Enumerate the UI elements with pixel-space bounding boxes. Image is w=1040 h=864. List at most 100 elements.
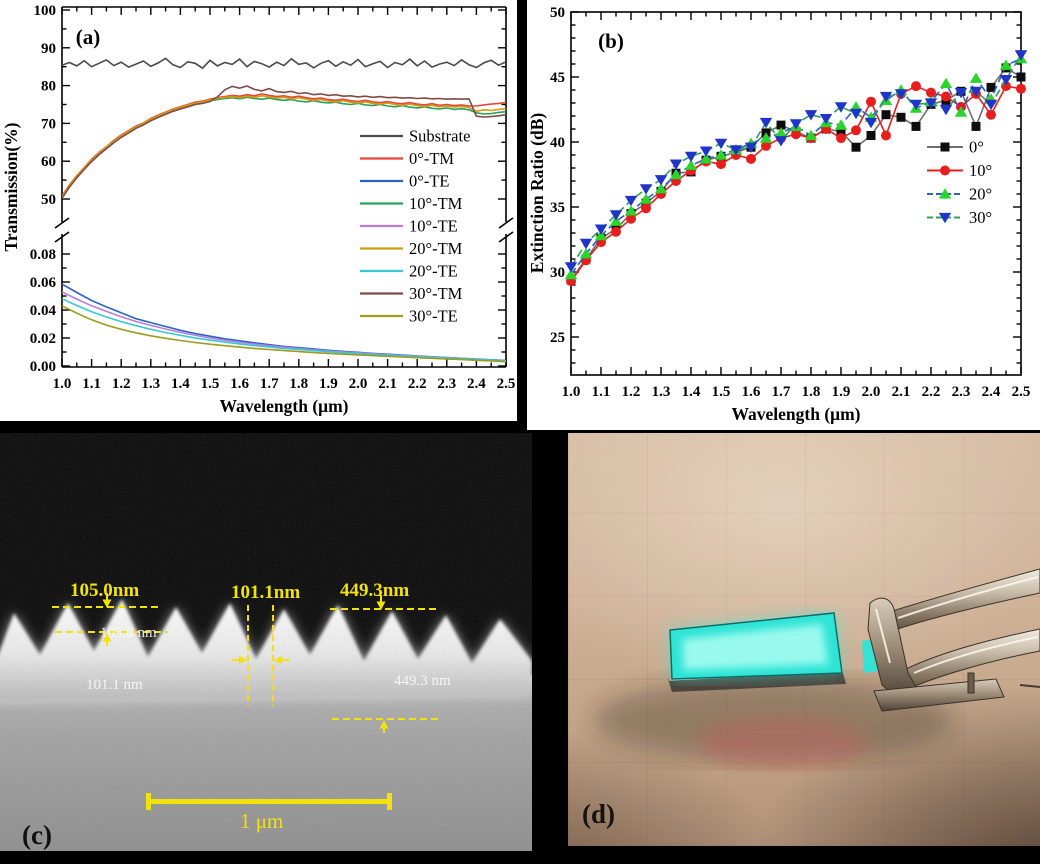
svg-text:2.4: 2.4 xyxy=(467,376,486,392)
series-line-0° xyxy=(570,66,1022,281)
sem-label-101nm: 101.1nm xyxy=(231,582,300,603)
svg-text:2.0: 2.0 xyxy=(862,384,881,400)
series-markers-0° xyxy=(566,63,1026,285)
axes-b: 1.0 1.1 1.2 1.3 1.4 1.5 1.6 1.7 1.8 1.9 2.0 2.1 2.2 2… xyxy=(550,5,1030,400)
sample-red-underglow xyxy=(698,717,868,769)
svg-text:0.02: 0.02 xyxy=(30,331,56,347)
legend-b: 0° 10° 20° 30° xyxy=(927,138,992,227)
sem-measurement-arrowheads xyxy=(102,599,389,729)
svg-text:1.7: 1.7 xyxy=(260,376,279,392)
tweezers-highlights xyxy=(875,576,1039,674)
svg-text:2.1: 2.1 xyxy=(892,384,911,400)
svg-text:30: 30 xyxy=(550,265,565,281)
tweezers xyxy=(867,568,1040,712)
series-markers-10° xyxy=(566,81,1026,287)
sem-white-labels: 105.0 nm 101.1 nm 449.3 nm xyxy=(86,625,451,693)
svg-text:1.6: 1.6 xyxy=(742,384,761,400)
svg-text:0.06: 0.06 xyxy=(30,275,57,291)
series-line-10° xyxy=(570,85,1022,282)
series-line-30° xyxy=(570,54,1022,268)
svg-text:1.5: 1.5 xyxy=(712,384,731,400)
svg-text:50: 50 xyxy=(550,5,565,21)
svg-text:2.0: 2.0 xyxy=(349,376,368,392)
panel-a-label: (a) xyxy=(76,25,101,49)
legend-b-item: 10° xyxy=(969,161,992,180)
svg-text:35: 35 xyxy=(550,200,565,216)
legend-a-item: 20°-TE xyxy=(409,262,458,281)
svg-text:70: 70 xyxy=(41,116,56,132)
sem-noise-overlay xyxy=(0,433,532,851)
svg-text:60: 60 xyxy=(41,154,56,170)
sem-image-canvas: 105.0nm 101.1nm 449.3nm 105.0 nm 101.1 n… xyxy=(0,433,532,851)
legend-a-item: 10°-TM xyxy=(409,194,463,213)
svg-text:1.4: 1.4 xyxy=(682,384,701,400)
legend-a-item: 0°-TM xyxy=(409,149,454,168)
legend-a-item: 30°-TE xyxy=(409,307,458,326)
legend-b-item: 30° xyxy=(969,208,992,227)
legend-a-item: 0°-TE xyxy=(409,172,450,191)
series-Substrate xyxy=(62,57,506,70)
panel-c-sem-image: 105.0nm 101.1nm 449.3nm 105.0 nm 101.1 n… xyxy=(0,433,532,851)
svg-text:80: 80 xyxy=(41,79,56,95)
svg-text:1.6: 1.6 xyxy=(230,376,249,392)
sem-scale-bar-label: 1 μm xyxy=(240,809,283,833)
svg-text:1.0: 1.0 xyxy=(562,384,581,400)
svg-text:2.3: 2.3 xyxy=(437,376,456,392)
sem-label-105nm: 105.0nm xyxy=(70,580,139,601)
legend-b-item: 20° xyxy=(969,185,992,204)
legend-a-item: 20°-TM xyxy=(409,239,463,258)
axes-a: 1.0 1.1 1.2 1.3 1.4 1.5 1.6 1.7 1.8 1.9 2.0 2.1 2.2 2… xyxy=(30,3,516,392)
sem-label-449nm: 449.3nm xyxy=(340,580,409,601)
legend-a-item: Substrate xyxy=(409,127,470,146)
svg-text:1.0: 1.0 xyxy=(53,376,72,392)
svg-text:90: 90 xyxy=(41,41,56,57)
panel-d-device-photo: (d) xyxy=(568,433,1040,846)
sample-hot-center xyxy=(682,624,828,670)
svg-text:1.4: 1.4 xyxy=(171,376,190,392)
sem-white-label-449nm: 449.3 nm xyxy=(394,673,451,689)
svg-text:2.4: 2.4 xyxy=(982,384,1001,400)
svg-text:1.1: 1.1 xyxy=(592,384,611,400)
tweezers-pin xyxy=(967,672,975,694)
panel-b-extinction-chart: 1.0 1.1 1.2 1.3 1.4 1.5 1.6 1.7 1.8 1.9 2.0 2.1 2.2 2… xyxy=(527,0,1040,430)
svg-text:1.8: 1.8 xyxy=(289,376,308,392)
svg-text:100: 100 xyxy=(34,3,57,19)
svg-text:1.3: 1.3 xyxy=(652,384,671,400)
transmission-chart-canvas: 1.0 1.1 1.2 1.3 1.4 1.5 1.6 1.7 1.8 1.9 2.0 2.1 2.2 2… xyxy=(1,3,516,416)
svg-text:40: 40 xyxy=(550,135,565,151)
svg-text:2.5: 2.5 xyxy=(1012,384,1031,400)
svg-text:1.7: 1.7 xyxy=(772,384,791,400)
svg-text:2.2: 2.2 xyxy=(408,376,427,392)
series-20°-TM xyxy=(62,94,506,198)
panel-d-label: (d) xyxy=(582,799,615,829)
svg-text:45: 45 xyxy=(550,70,565,86)
x-axis-title-a: Wavelength (μm) xyxy=(219,396,348,416)
svg-text:0.08: 0.08 xyxy=(30,247,56,263)
sem-measurement-labels: 105.0nm 101.1nm 449.3nm xyxy=(70,580,409,603)
y-axis-title-b: Extinction Ratio (dB) xyxy=(527,113,547,274)
svg-text:2.2: 2.2 xyxy=(922,384,941,400)
svg-text:0.00: 0.00 xyxy=(30,359,56,375)
photo-overlay-canvas xyxy=(593,568,1040,769)
background-line xyxy=(1019,684,1040,688)
svg-text:1.8: 1.8 xyxy=(802,384,821,400)
svg-text:1.2: 1.2 xyxy=(112,376,131,392)
sample-substrate-edge xyxy=(668,670,846,692)
y-axis-title-a: Transmission(%) xyxy=(1,122,21,251)
svg-text:25: 25 xyxy=(550,330,565,346)
series-markers-30° xyxy=(564,50,1028,273)
sem-scale-bar: 1 μm xyxy=(146,793,392,833)
panel-a-transmission-chart: 1.0 1.1 1.2 1.3 1.4 1.5 1.6 1.7 1.8 1.9 2.0 2.1 2.2 2… xyxy=(0,0,517,421)
legend-a-item: 30°-TM xyxy=(409,284,463,303)
x-axis-title-b: Wavelength (μm) xyxy=(731,404,860,424)
svg-text:1.5: 1.5 xyxy=(201,376,220,392)
svg-text:1.3: 1.3 xyxy=(141,376,160,392)
svg-text:50: 50 xyxy=(41,192,56,208)
sem-white-label-101nm: 101.1 nm xyxy=(86,677,143,693)
svg-text:1.9: 1.9 xyxy=(319,376,338,392)
legend-a: Substrate 0°-TM 0°-TE 10°-TM 10°-TE 20°-TM 20°… xyxy=(360,127,470,326)
svg-text:2.3: 2.3 xyxy=(952,384,971,400)
svg-text:0.04: 0.04 xyxy=(30,303,57,319)
sem-white-label-105nm: 105.0 nm xyxy=(100,625,157,641)
